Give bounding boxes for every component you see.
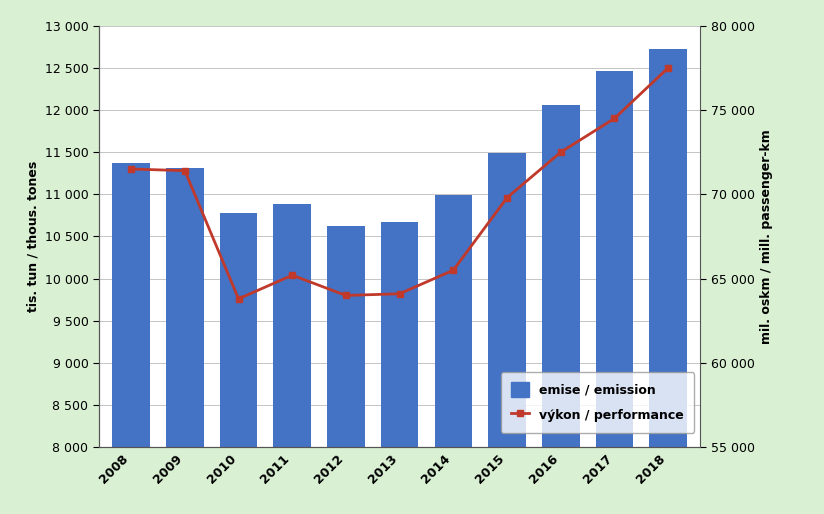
Bar xyxy=(381,222,419,514)
Bar xyxy=(542,105,579,514)
Legend: emise / emission, výkon / performance: emise / emission, výkon / performance xyxy=(501,372,694,432)
Y-axis label: tis. tun / thous. tones: tis. tun / thous. tones xyxy=(26,161,39,312)
Bar xyxy=(489,153,526,514)
Bar xyxy=(434,195,472,514)
Bar xyxy=(649,49,687,514)
Bar xyxy=(327,226,365,514)
Bar xyxy=(166,168,204,514)
Bar xyxy=(112,163,150,514)
Y-axis label: mil. oskm / mill. passenger-km: mil. oskm / mill. passenger-km xyxy=(761,129,774,344)
Bar xyxy=(274,204,311,514)
Bar xyxy=(596,71,634,514)
Bar xyxy=(220,213,257,514)
